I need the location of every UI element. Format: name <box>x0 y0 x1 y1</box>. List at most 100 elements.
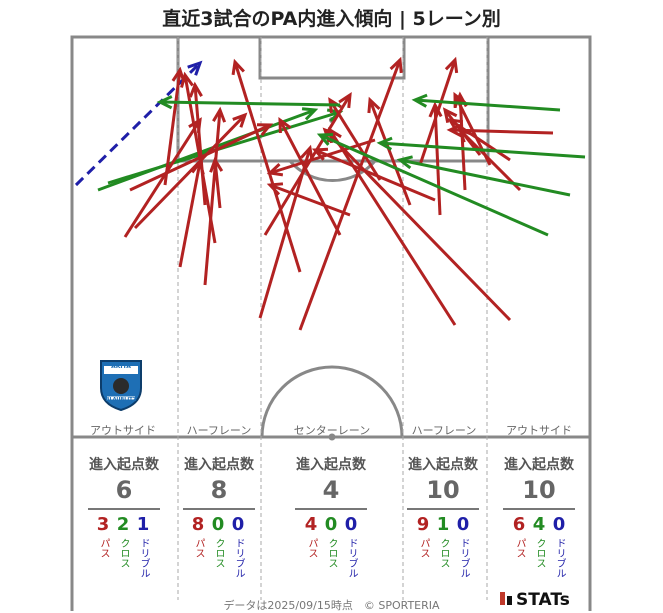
cross-arrow-head <box>396 155 413 170</box>
breakdown-cross-2: 0 クロス <box>211 514 225 568</box>
pass-arrow-shaft <box>443 109 482 156</box>
pass-arrow <box>203 106 227 286</box>
breakdown-pass-1: 3 パス <box>96 514 110 558</box>
pass-arrow-shaft <box>314 148 436 202</box>
stat-header-4: 進入起点数 <box>408 457 478 473</box>
pass-arrow <box>266 182 351 217</box>
stat-header-3: 進入起点数 <box>296 457 366 473</box>
cross-arrow <box>316 133 549 237</box>
cross-arrow-shaft <box>159 100 341 107</box>
team-logo: AKITA BLAUBLITZ <box>97 358 145 416</box>
cross-arrow <box>396 155 571 197</box>
stat-rule-2 <box>183 508 255 510</box>
breakdown-dribble-3: 0 ドリブル <box>344 514 358 578</box>
stat-header-5: 進入起点数 <box>504 457 574 473</box>
pass-arrow-head <box>266 182 284 196</box>
pass-arrow-head <box>180 71 194 88</box>
pass-arrow-shaft <box>129 123 271 192</box>
cross-arrow <box>411 93 561 112</box>
pass-arrow-head <box>367 96 381 114</box>
cross-arrow <box>156 95 341 110</box>
cross-arrow-shaft <box>399 158 571 197</box>
stat-rule-3 <box>295 508 367 510</box>
cross-arrow-head <box>316 133 334 146</box>
pass-arrow-shaft <box>269 183 351 217</box>
pass-arrow-head <box>278 116 292 134</box>
stat-header-2: 進入起点数 <box>184 457 254 473</box>
pass-arrow <box>133 112 248 230</box>
stat-rule-1 <box>88 508 160 510</box>
lane-label-left-half: ハーフレーン <box>186 424 252 437</box>
breakdown-pass-3: 4 パス <box>304 514 318 558</box>
stat-total-2: 8 <box>210 476 228 504</box>
goal-area <box>258 35 406 80</box>
pass-arrow-shaft <box>133 113 247 230</box>
pass-arrow-shaft <box>203 109 222 286</box>
center-circle-top <box>260 365 404 438</box>
footer-credit: データは2025/09/15時点 © SPORTERIA <box>223 599 440 612</box>
pass-arrow <box>442 107 482 156</box>
breakdown-cross-5: 4 クロス <box>532 514 546 568</box>
pass-arrow-shaft <box>233 61 302 273</box>
lane-label-left-outside: アウトサイド <box>90 424 156 437</box>
pass-arrow <box>209 156 224 209</box>
pass-arrow-shaft <box>178 161 202 268</box>
arrow-layer <box>74 56 586 331</box>
pass-arrow <box>298 56 403 331</box>
logo-text-bottom: BLAUBLITZ <box>105 397 137 403</box>
pass-arrow-shaft <box>328 129 457 326</box>
pass-arrow-head <box>231 58 245 76</box>
stats-brand-text: STATs <box>516 590 570 610</box>
breakdown-pass-5: 6 パス <box>512 514 526 558</box>
breakdown-dribble-1: 1 ドリブル <box>136 514 150 578</box>
pass-arrow <box>129 123 274 192</box>
pass-arrow <box>322 127 512 322</box>
cross-arrow-shaft <box>379 141 586 159</box>
stat-header-1: 進入起点数 <box>89 457 159 473</box>
cross-arrow-head <box>156 95 173 110</box>
pass-arrow-shaft <box>368 99 412 206</box>
stat-total-5: 10 <box>522 476 556 504</box>
pass-arrow-head <box>212 106 227 123</box>
cross-arrow-head <box>376 136 393 151</box>
breakdown-cross-1: 2 クロス <box>116 514 130 568</box>
cross-arrow-shaft <box>414 98 561 112</box>
pass-arrow <box>231 58 302 273</box>
cross-arrow-head <box>411 93 428 108</box>
breakdown-dribble-5: 0 ドリブル <box>552 514 566 578</box>
pass-arrow <box>367 96 412 206</box>
breakdown-dribble-2: 0 ドリブル <box>231 514 245 578</box>
stat-total-4: 10 <box>426 476 460 504</box>
pass-arrow-shaft <box>263 94 352 236</box>
stat-total-3: 4 <box>322 476 340 504</box>
pass-arrow <box>428 101 443 216</box>
lane-label-right-half: ハーフレーン <box>411 424 477 437</box>
dribble-arrow-head <box>187 60 203 76</box>
cross-arrow <box>376 136 586 159</box>
pass-arrow <box>188 81 207 206</box>
stat-total-1: 6 <box>115 476 133 504</box>
breakdown-pass-4: 9 パス <box>416 514 430 558</box>
pass-arrow <box>278 116 342 236</box>
breakdown-cross-4: 1 クロス <box>436 514 450 568</box>
pass-arrow-head <box>266 163 284 177</box>
pass-arrow-shaft <box>433 104 442 216</box>
penalty-arc <box>288 160 377 183</box>
pass-arrow-head <box>447 118 464 132</box>
pass-arrow-shaft <box>213 159 222 209</box>
pass-arrow <box>447 118 511 162</box>
pass-arrow <box>263 92 352 236</box>
pass-arrow-shaft <box>193 84 207 206</box>
pass-arrow-shaft <box>123 119 202 238</box>
chart-title: 直近3試合のPA内進入傾向 | 5レーン別 <box>162 8 501 30</box>
stat-rule-5 <box>503 508 575 510</box>
pass-arrow-shaft <box>328 99 382 181</box>
pitch-lines <box>70 35 592 611</box>
pass-arrow-head <box>428 101 443 118</box>
pass-arrow-head <box>256 123 274 137</box>
pass-arrow-shaft <box>278 119 342 236</box>
pass-arrow-head <box>442 107 458 124</box>
pass-arrow-head <box>232 112 248 128</box>
cross-arrow-shaft <box>319 133 549 237</box>
